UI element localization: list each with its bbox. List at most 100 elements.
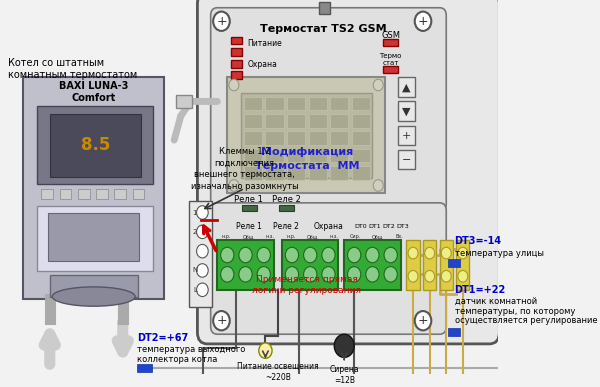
Text: осуществляется регулирование: осуществляется регулирование <box>455 316 597 325</box>
Ellipse shape <box>52 287 135 306</box>
Bar <box>287 131 305 145</box>
Circle shape <box>408 271 418 282</box>
Text: DT2: DT2 <box>383 224 395 229</box>
Circle shape <box>286 247 299 263</box>
Bar <box>50 275 137 296</box>
Bar <box>352 166 370 180</box>
Text: +: + <box>216 314 227 327</box>
Circle shape <box>197 264 208 277</box>
Bar <box>37 206 154 271</box>
Bar <box>115 189 126 199</box>
Text: GSM: GSM <box>381 31 400 40</box>
Text: +: + <box>418 15 428 28</box>
FancyBboxPatch shape <box>211 203 446 334</box>
Bar <box>133 189 145 199</box>
Bar <box>287 97 305 110</box>
Text: температура улицы: температура улицы <box>455 248 544 258</box>
Text: н.з.: н.з. <box>265 234 274 239</box>
Text: DT1: DT1 <box>368 224 381 229</box>
Circle shape <box>373 180 383 191</box>
Bar <box>96 189 108 199</box>
Text: BAXI LUNA-3
Comfort: BAXI LUNA-3 Comfort <box>59 80 128 103</box>
Circle shape <box>384 247 397 263</box>
Bar <box>48 212 139 261</box>
Bar <box>230 37 242 45</box>
Bar <box>41 189 53 199</box>
Circle shape <box>221 267 234 282</box>
Circle shape <box>408 247 418 259</box>
Circle shape <box>304 267 317 282</box>
Circle shape <box>213 311 230 330</box>
Circle shape <box>322 267 335 282</box>
Circle shape <box>322 247 335 263</box>
Text: 1: 1 <box>193 209 197 216</box>
Text: 2: 2 <box>193 229 197 235</box>
Bar <box>230 48 242 56</box>
Circle shape <box>366 267 379 282</box>
FancyBboxPatch shape <box>197 0 499 344</box>
Text: Реле 2: Реле 2 <box>273 221 299 231</box>
Bar <box>308 149 327 162</box>
Text: DT0: DT0 <box>355 224 367 229</box>
Text: Охрана: Охрана <box>314 221 343 231</box>
Text: Применяется прямая
логики регулирования: Применяется прямая логики регулирования <box>253 274 361 295</box>
Text: DT2=+67: DT2=+67 <box>137 333 188 343</box>
Circle shape <box>425 271 434 282</box>
Circle shape <box>213 12 230 31</box>
Circle shape <box>415 12 431 31</box>
Text: Вх.: Вх. <box>395 234 403 239</box>
Bar <box>282 240 338 290</box>
Text: −: − <box>402 155 411 165</box>
Bar <box>352 131 370 145</box>
Bar <box>176 95 193 108</box>
Bar <box>383 39 398 46</box>
Bar <box>352 149 370 162</box>
Circle shape <box>197 225 208 239</box>
Bar <box>217 240 274 290</box>
Bar <box>308 97 327 110</box>
Bar <box>319 2 330 14</box>
Bar <box>308 114 327 127</box>
Bar <box>330 114 349 127</box>
Circle shape <box>229 79 239 91</box>
Circle shape <box>239 267 252 282</box>
Text: Реле 2: Реле 2 <box>272 195 301 204</box>
Bar <box>287 149 305 162</box>
Text: датчик комнатной: датчик комнатной <box>455 297 536 306</box>
Text: Общ: Общ <box>242 234 254 239</box>
Bar <box>448 259 460 267</box>
Bar <box>352 97 370 110</box>
Text: ▲: ▲ <box>402 83 410 93</box>
Bar <box>330 166 349 180</box>
Bar <box>244 166 262 180</box>
Bar <box>244 149 262 162</box>
Bar <box>398 77 415 97</box>
Text: Котел со штатным: Котел со штатным <box>8 58 104 68</box>
Text: Модификация
Термостата  ММ: Модификация Термостата ММ <box>254 147 359 171</box>
Bar <box>227 77 385 193</box>
Bar <box>265 149 284 162</box>
Bar <box>287 166 305 180</box>
Text: Сирена
=12В: Сирена =12В <box>329 365 359 385</box>
Bar <box>78 189 89 199</box>
Bar <box>242 205 257 211</box>
Bar <box>330 97 349 110</box>
Bar <box>448 329 460 336</box>
Text: +: + <box>418 314 428 327</box>
Text: DT3: DT3 <box>397 224 409 229</box>
Bar <box>352 114 370 127</box>
Circle shape <box>347 247 361 263</box>
Text: температура выходного: температура выходного <box>137 345 245 354</box>
Bar <box>265 114 284 127</box>
Text: +: + <box>216 15 227 28</box>
Text: N: N <box>192 267 197 274</box>
Text: DT3=-14: DT3=-14 <box>455 236 502 247</box>
Circle shape <box>347 267 361 282</box>
Bar <box>440 240 453 290</box>
Bar <box>244 131 262 145</box>
Bar <box>244 97 262 110</box>
Circle shape <box>384 267 397 282</box>
Text: комнатным термостатом: комнатным термостатом <box>8 70 137 80</box>
Text: Питание освещения
~220В: Питание освещения ~220В <box>237 362 319 382</box>
Bar <box>330 149 349 162</box>
